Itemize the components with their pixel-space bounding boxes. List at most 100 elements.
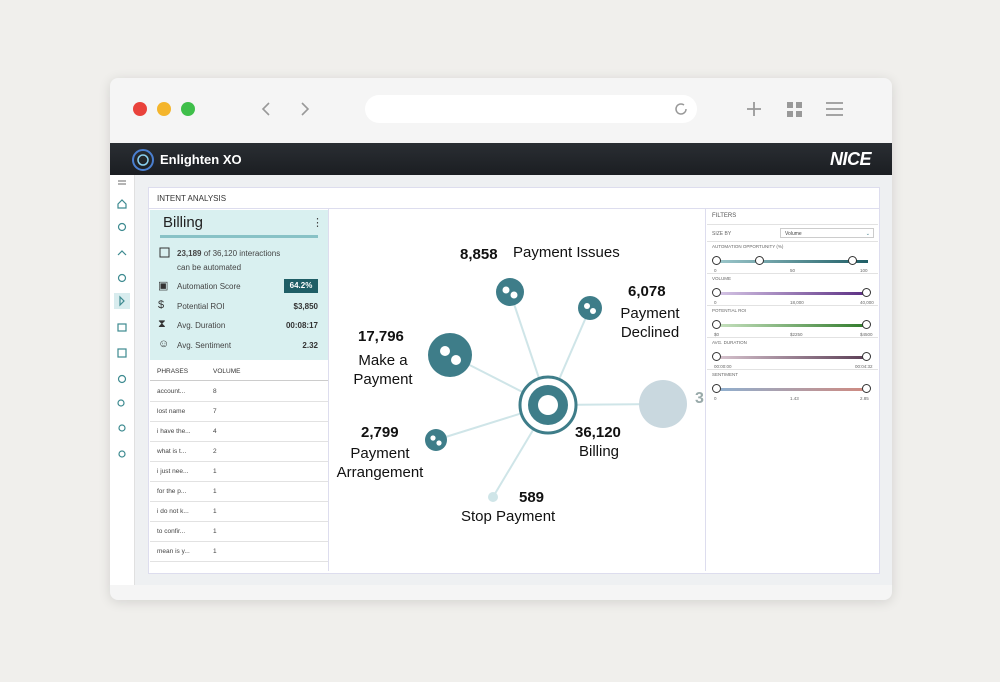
node-count: 6,078	[628, 283, 666, 300]
slider-handle[interactable]	[712, 384, 721, 393]
table-header	[150, 362, 328, 381]
node-payment-declined[interactable]	[578, 296, 602, 320]
column-header: PHRASES	[157, 368, 189, 375]
divider	[707, 224, 878, 225]
divider	[707, 273, 878, 274]
volume-cell: 7	[213, 408, 217, 415]
automatable-text: of 36,120 interactions	[203, 249, 281, 258]
metric-label: Avg. Duration	[177, 321, 226, 330]
slider-tick-label: 100	[860, 268, 868, 273]
side-nav	[110, 175, 135, 585]
nav-insights[interactable]	[117, 222, 127, 232]
node-label: Payment Issues	[513, 244, 620, 261]
maximize-button[interactable]	[181, 102, 195, 116]
filters-title: FILTERS	[712, 213, 737, 219]
node-count: 36,120	[575, 424, 621, 441]
nav-sync[interactable]	[117, 374, 127, 384]
table-row	[150, 521, 328, 542]
minimize-button[interactable]	[157, 102, 171, 116]
slider-tick-label: $2250	[790, 332, 803, 337]
metric-value: $3,850	[293, 301, 318, 311]
node-label: Stop Payment	[461, 508, 556, 525]
divider	[707, 369, 878, 370]
forward-button[interactable]	[301, 102, 310, 116]
nav-users[interactable]	[118, 424, 126, 432]
slider-handle[interactable]	[712, 256, 721, 265]
node-payment-arrangement[interactable]	[425, 429, 447, 451]
table-row	[150, 461, 328, 482]
slider-track	[716, 324, 868, 327]
metric-icon: ⧗	[158, 318, 166, 330]
node-make-payment[interactable]	[428, 333, 472, 377]
reload-icon[interactable]	[675, 103, 687, 115]
tabs-icon[interactable]	[787, 102, 802, 117]
slider-tick-label: 00:00:00	[714, 364, 732, 369]
slider-handle[interactable]	[712, 320, 721, 329]
node-label: Make a Payment	[353, 352, 413, 388]
phrase-cell: to confir...	[157, 528, 186, 535]
node-count: 2,799	[361, 424, 399, 441]
automatable-count: 23,189	[177, 249, 202, 258]
size-by-label: SIZE BY	[712, 231, 732, 237]
table-row	[150, 441, 328, 462]
slider-handle[interactable]	[755, 256, 764, 265]
node-label: Billing	[579, 443, 620, 460]
phrase-cell: for the p...	[157, 488, 187, 495]
node-count: 17,796	[358, 328, 404, 345]
nav-search[interactable]	[117, 399, 125, 407]
metric-label: Avg. Sentiment	[177, 340, 232, 350]
table-row	[150, 381, 328, 402]
slider-tick-label: 50	[790, 268, 796, 273]
slider-handle[interactable]	[862, 288, 871, 297]
close-button[interactable]	[133, 102, 147, 116]
menu-icon[interactable]	[826, 102, 843, 116]
slider-tick-label: 1.43	[790, 396, 799, 401]
phrase-cell: i do not k...	[157, 508, 189, 515]
node-faded[interactable]	[639, 380, 687, 428]
app-header	[110, 143, 892, 175]
slider-handle[interactable]	[712, 352, 721, 361]
slider-handle[interactable]	[848, 256, 857, 265]
phrase-cell: i have the...	[157, 428, 191, 435]
node-payment-issues[interactable]	[496, 278, 524, 306]
nav-reports[interactable]	[117, 323, 127, 332]
nav-intent-active[interactable]	[114, 293, 130, 309]
app-logo	[132, 149, 154, 171]
automate-icon	[159, 247, 170, 258]
nav-settings[interactable]	[118, 450, 126, 458]
card-progress	[160, 235, 318, 238]
volume-cell: 1	[213, 528, 217, 535]
node-label: Payment Arrangement	[336, 445, 424, 481]
nav-globe[interactable]	[117, 273, 127, 283]
phrase-cell: account...	[157, 388, 186, 395]
table-row	[150, 481, 328, 502]
automatable-line: 23,189 of 36,120 interactions	[177, 249, 280, 258]
new-tab[interactable]	[747, 102, 761, 116]
nav-docs[interactable]	[117, 348, 127, 358]
card-menu[interactable]: ⋮	[312, 217, 323, 229]
slider-handle[interactable]	[712, 288, 721, 297]
back-button[interactable]	[261, 102, 270, 116]
partial-label: 3	[695, 390, 704, 407]
slider-handle[interactable]	[862, 384, 871, 393]
slider-handle[interactable]	[862, 352, 871, 361]
nav-home[interactable]	[117, 199, 127, 209]
slider-tick-label: 40,000	[860, 300, 874, 305]
slider-tick-label: $0	[714, 332, 720, 337]
slider-handle[interactable]	[862, 320, 871, 329]
node-label: Payment Declined	[620, 305, 680, 341]
divider	[328, 209, 329, 571]
metric-icon: ▣	[158, 280, 169, 292]
address-bar[interactable]	[365, 95, 697, 123]
nav-trends[interactable]	[117, 250, 127, 256]
size-by-select[interactable]: Volume ⌄	[780, 228, 874, 238]
app-name: Enlighten XO	[160, 152, 242, 167]
divider	[707, 337, 878, 338]
table-row	[150, 401, 328, 422]
metric-value: 2.32	[302, 340, 318, 350]
node-stop-payment[interactable]	[488, 492, 498, 502]
phrase-cell: mean is y...	[157, 548, 190, 555]
node-count: 589	[519, 489, 545, 506]
metric-value: 00:08:17	[285, 321, 318, 330]
